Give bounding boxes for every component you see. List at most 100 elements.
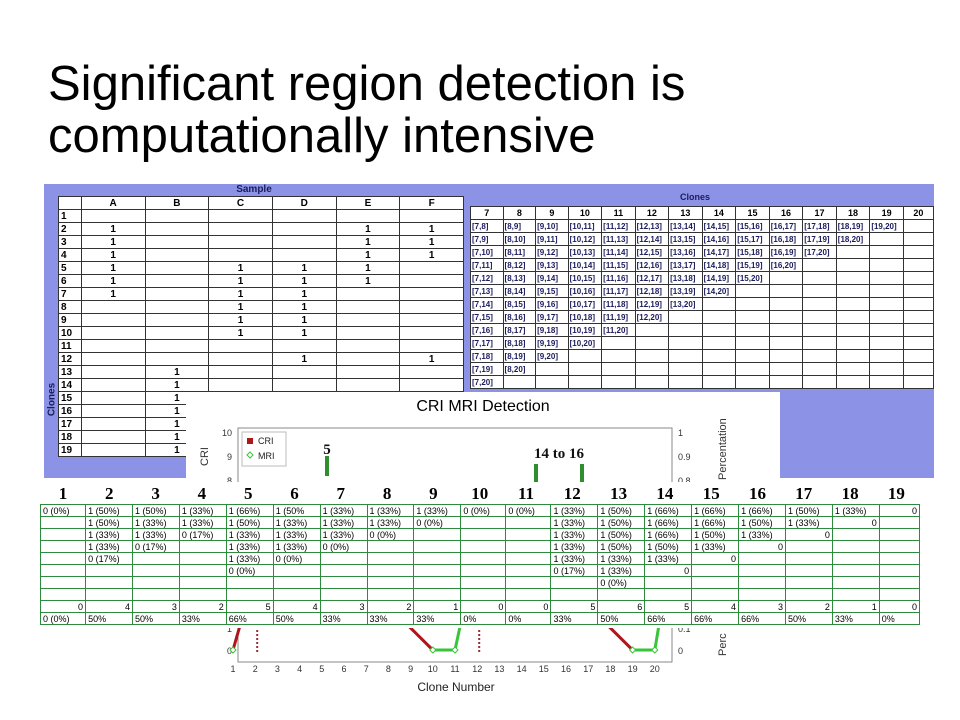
sample-cell [144, 209, 210, 223]
bottom-cell: 1 (33%) [319, 516, 368, 529]
row-number: 18 [58, 430, 82, 444]
sample-cell: 1 [80, 274, 146, 288]
bottom-cell: 0% [460, 612, 507, 625]
sample-cell [80, 352, 146, 366]
clone-interval-cell: [16,20] [768, 258, 804, 272]
bottom-cell: 5 [550, 600, 599, 613]
row-number: 1 [58, 209, 82, 223]
clone-interval-cell [701, 336, 737, 350]
bottom-col-header: 19 [887, 484, 905, 503]
bottom-cell [831, 588, 880, 601]
clone-interval-cell: [9,12] [535, 245, 569, 259]
clone-interval-cell [869, 297, 904, 311]
sample-cell [144, 326, 210, 340]
table-row: 1 (33%) 0 (17%) 1 (33%) 1 (33%) 0 (0%) 1 (33%… [39, 540, 921, 553]
bottom-cell: 50% [272, 612, 321, 625]
bottom-cell: 0 [831, 516, 880, 529]
bottom-cell: 0 [738, 540, 786, 553]
clone-interval-cell: [14,18] [701, 258, 737, 272]
clone-interval-cell: [8,13] [502, 271, 537, 285]
clone-interval-cell: [7,10] [470, 245, 504, 259]
sample-cell [399, 261, 464, 275]
clone-interval-cell: [8,10] [502, 232, 537, 246]
sample-cell [335, 378, 401, 392]
clone-interval-cell: [10,19] [567, 323, 603, 337]
sample-cell: 1 [335, 261, 401, 275]
bottom-cell [413, 528, 462, 541]
bottom-cell: 0 (17%) [550, 564, 599, 577]
right-y-tick: 1 [678, 428, 683, 438]
clone-interval-cell [735, 375, 770, 389]
clone-interval-cell [902, 258, 935, 272]
row-number: 12 [58, 352, 82, 366]
bottom-cell: 0 [460, 600, 507, 613]
chart-title: CRI MRI Detection [416, 398, 550, 415]
clone-interval-cell [768, 323, 804, 337]
bottom-cell: 33% [366, 612, 415, 625]
clone-interval-cell: [13,18] [668, 271, 703, 285]
clone-interval-cell: [10,18] [567, 310, 603, 324]
bottom-cell: 5 [644, 600, 693, 613]
clone-interval-cell [835, 297, 871, 311]
sample-cell [335, 300, 401, 314]
sample-cell: 1 [399, 235, 464, 249]
clone-interval-cell [802, 258, 837, 272]
bottom-cell: 1 (66%) [691, 504, 740, 517]
bottom-cell [784, 552, 833, 565]
row-number: 11 [58, 339, 82, 353]
bottom-cell: 1 (50%) [691, 528, 740, 541]
clone-interval-cell: [17,20] [802, 245, 837, 259]
sample-cell [208, 248, 273, 262]
bottom-cell: 1 (33%) [413, 504, 462, 517]
bottom-cell: 0 (0%) [225, 564, 274, 577]
bottom-cell: 1 (33%) [131, 516, 180, 529]
bottom-cell: 1 [831, 600, 880, 613]
sample-cell: 1 [399, 222, 464, 236]
bottom-cell: 1 (33%) [738, 528, 786, 541]
right-axis-label-bottom: Perc [717, 633, 729, 656]
x-tick-label: 4 [297, 664, 302, 674]
sample-cell [271, 209, 337, 223]
sample-cell [335, 352, 401, 366]
clone-interval-cell [601, 362, 636, 376]
bottom-cell [366, 540, 415, 553]
bottom-cell [413, 552, 462, 565]
x-tick-label: 5 [319, 664, 324, 674]
bottom-cell [272, 564, 321, 577]
chart-marks: 1 2 3 4 5 6 7 8 9 10 11 12 13 14 15 16 17 18 19 20109810.90… [222, 428, 691, 674]
bottom-cell: 0 (0%) [39, 504, 87, 517]
clone-interval-cell [701, 297, 737, 311]
left-y-tick: 8 [227, 476, 232, 486]
x-tick-label: 8 [386, 664, 391, 674]
clone-interval-cell: [11,12] [601, 219, 636, 233]
bottom-cell: 1 (33%) [366, 504, 415, 517]
sample-cell [144, 352, 210, 366]
bottom-cell: 1 (33%) [550, 504, 599, 517]
bottom-cell: 1 [413, 600, 462, 613]
sample-cell: 1 [80, 222, 146, 236]
bottom-cell [878, 552, 921, 565]
bottom-cell [366, 552, 415, 565]
clone-interval-cell: [16,17] [768, 219, 804, 233]
bottom-cell: 1 (66%) [225, 504, 274, 517]
bottom-cell: 1 (33%) [597, 564, 646, 577]
bottom-cell: 66% [644, 612, 693, 625]
bottom-cell: 0 (0%) [413, 516, 462, 529]
clones-col-header: 13 [668, 206, 703, 220]
sample-cell [208, 352, 273, 366]
table-row: [7,12] [8,13] [9,14] [10,15] [11,16] [12,17][… [470, 271, 935, 285]
bottom-table: 0 (0%) 1 (50%) 1 (50%) 1 (33%) 1 (66%) 1 (50%… [39, 504, 921, 625]
sample-cell: 1 [335, 235, 401, 249]
clone-interval-cell: [8,14] [502, 284, 537, 298]
clone-interval-cell [802, 349, 837, 363]
bottom-cell: 1 (50%) [85, 516, 133, 529]
row-number: 7 [58, 287, 82, 301]
clone-interval-cell: [8,16] [502, 310, 537, 324]
bottom-cell [39, 552, 87, 565]
clone-interval-cell [567, 362, 603, 376]
sample-cell: 1 [208, 261, 273, 275]
sample-cell [208, 365, 273, 379]
bottom-cell: 6 [597, 600, 646, 613]
